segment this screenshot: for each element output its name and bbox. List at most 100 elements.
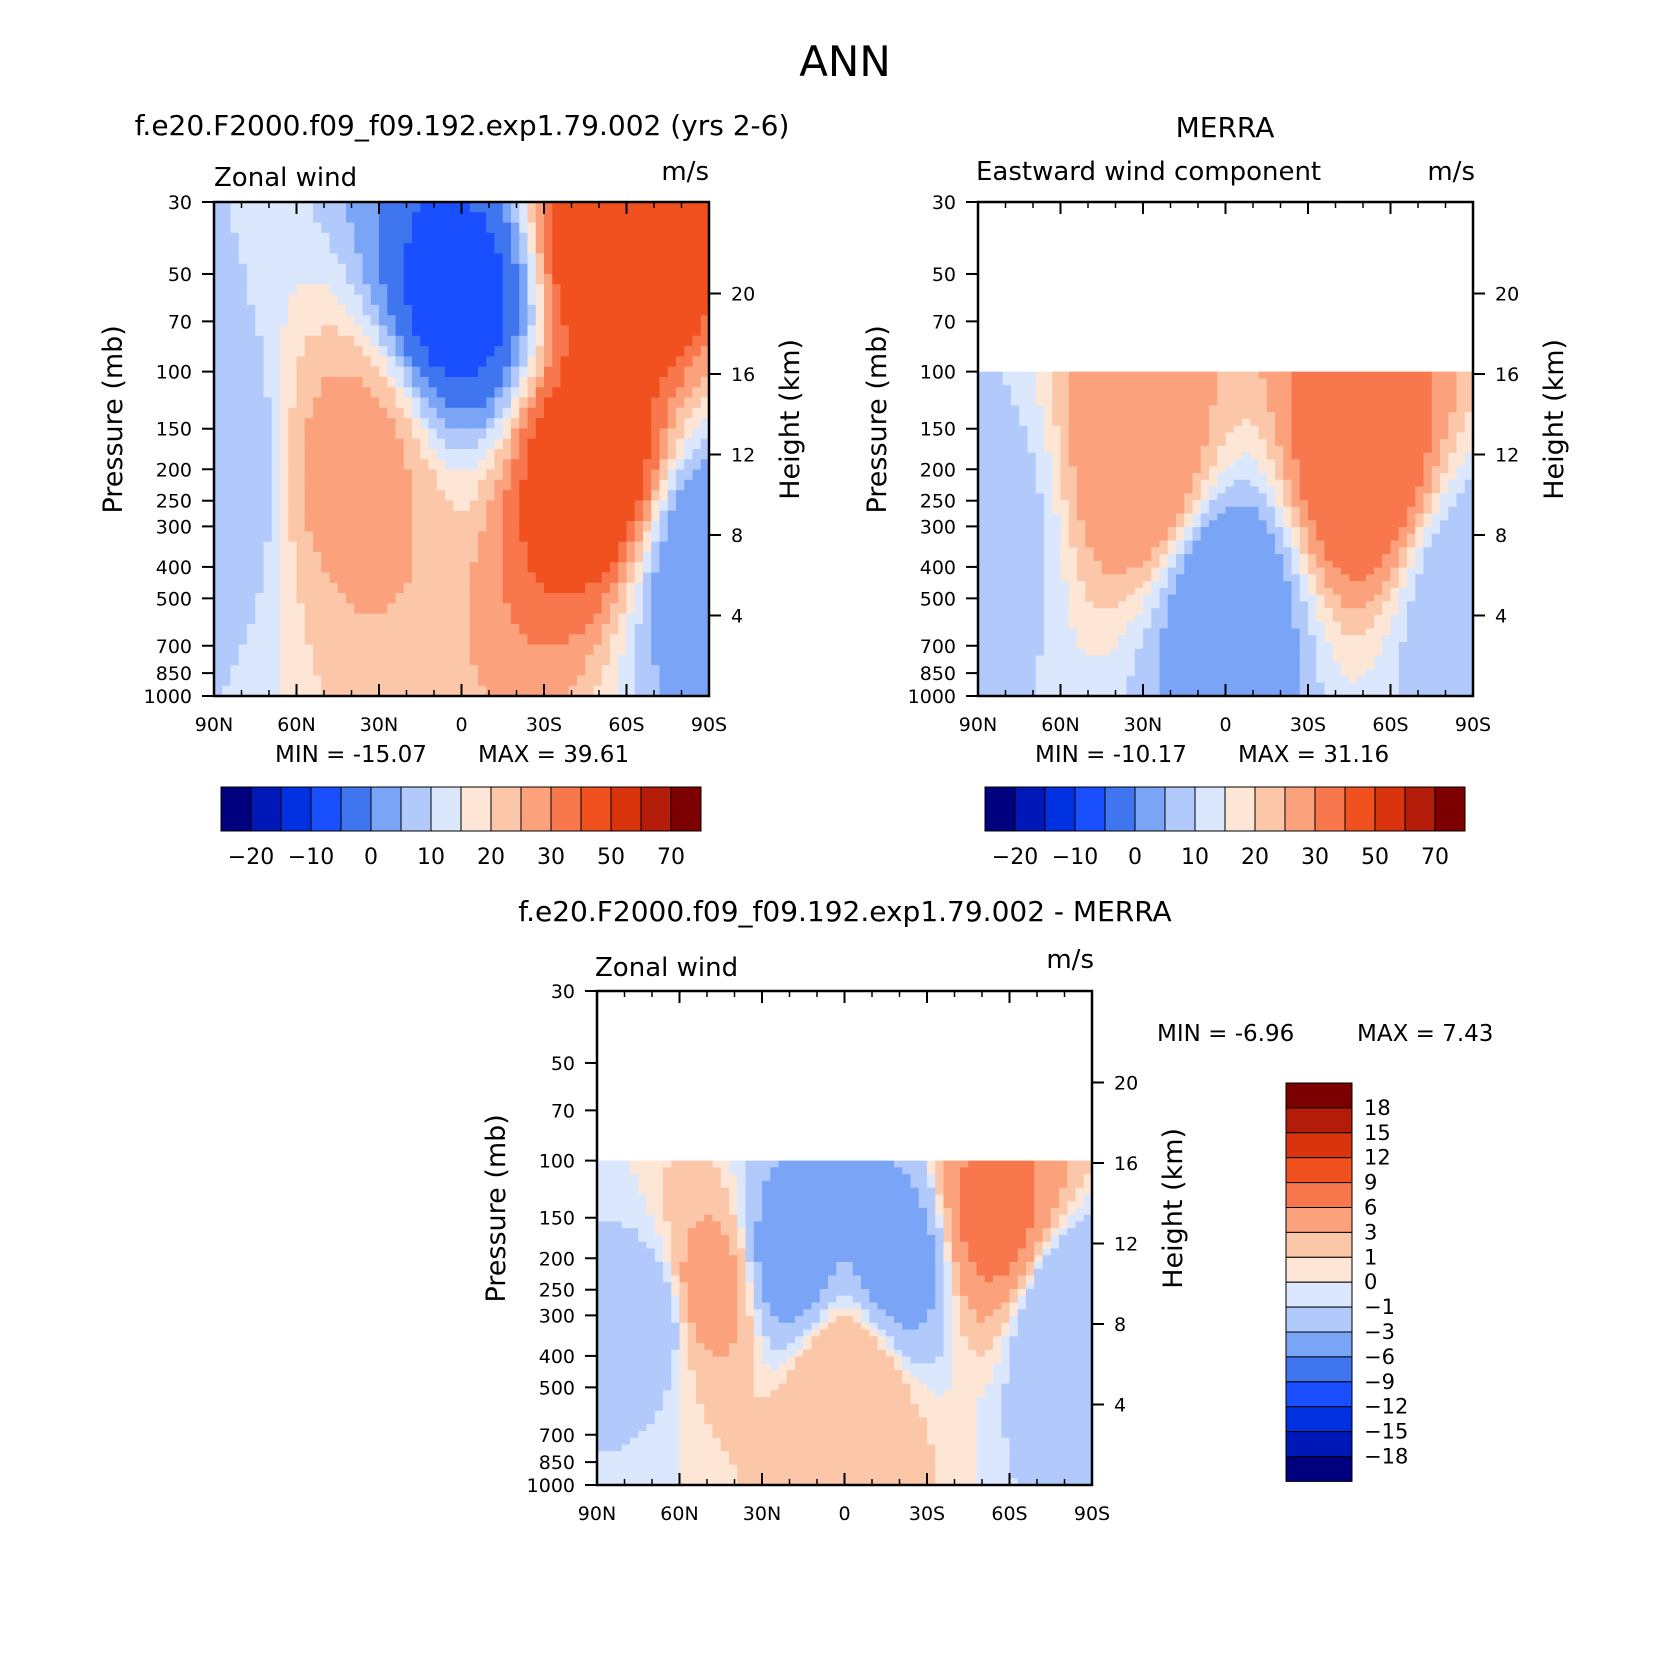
contour-cell — [478, 490, 487, 502]
contour-cell — [1192, 533, 1202, 542]
contour-cell — [313, 490, 322, 502]
contour-cell — [1192, 621, 1202, 630]
contour-cell — [1143, 520, 1152, 528]
contour-cell — [1134, 628, 1144, 636]
contour-cell — [403, 243, 413, 255]
contour-cell — [1233, 635, 1243, 643]
contour-cell — [1242, 621, 1251, 630]
contour-cell — [1134, 655, 1144, 663]
contour-cell — [1027, 662, 1037, 670]
contour-cell — [1019, 668, 1029, 677]
contour-cell — [329, 315, 339, 327]
contour-cell — [1052, 506, 1062, 515]
contour-cell — [469, 665, 479, 677]
contour-cell — [676, 376, 685, 388]
panel-model-contours — [214, 202, 709, 696]
contour-cell — [263, 263, 273, 275]
contour-cell — [1060, 540, 1070, 548]
contour-cell — [659, 315, 669, 327]
contour-cell — [1118, 540, 1128, 548]
contour-cell — [1275, 425, 1284, 434]
contour-cell — [643, 253, 652, 265]
contour-cell — [1225, 500, 1235, 508]
contour-cell — [222, 315, 232, 327]
contour-cell — [461, 582, 471, 594]
contour-cell — [230, 459, 240, 471]
contour-cell — [593, 407, 603, 419]
contour-cell — [1291, 567, 1301, 575]
contour-cell — [527, 479, 537, 491]
contour-cell — [692, 449, 702, 460]
contour-cell — [247, 582, 256, 594]
contour-cell — [1291, 648, 1301, 657]
contour-cell — [1118, 479, 1128, 488]
contour-cell — [1085, 587, 1095, 596]
contour-cell — [1101, 506, 1111, 515]
contour-cell — [387, 572, 397, 584]
contour-cell — [329, 685, 339, 696]
contour-cell — [535, 449, 545, 460]
contour-cell — [304, 253, 314, 265]
colorbar-swatch — [310, 786, 342, 832]
contour-cell — [304, 315, 314, 327]
contour-cell — [304, 582, 314, 594]
contour-cell — [568, 407, 578, 419]
contour-cell — [1011, 371, 1020, 379]
contour-cell — [214, 243, 223, 255]
contour-cell — [1019, 425, 1029, 434]
contour-cell — [403, 500, 413, 512]
contour-cell — [1200, 445, 1210, 454]
contour-cell — [544, 232, 553, 244]
contour-cell — [994, 581, 1004, 589]
contour-cell — [494, 582, 504, 594]
contour-cell — [263, 274, 273, 285]
contour-cell — [1110, 418, 1119, 427]
contour-cell — [436, 325, 446, 337]
contour-cell — [263, 603, 273, 615]
contour-cell — [379, 469, 388, 481]
contour-cell — [986, 594, 996, 602]
contour-cell — [1027, 493, 1037, 501]
contour-cell — [469, 274, 479, 285]
contour-cell — [370, 397, 380, 409]
contour-cell — [1118, 641, 1128, 650]
contour-cell — [1019, 641, 1029, 650]
contour-cell — [519, 263, 529, 275]
contour-cell — [994, 540, 1004, 548]
contour-cell — [354, 284, 364, 296]
contour-cell — [1299, 635, 1309, 643]
contour-cell — [1052, 371, 1062, 379]
contour-cell — [1093, 527, 1103, 535]
contour-cell — [1068, 648, 1078, 657]
contour-cell — [354, 376, 364, 388]
contour-cell — [1250, 385, 1260, 393]
contour-cell — [1060, 614, 1070, 623]
contour-cell — [544, 654, 553, 666]
contour-cell — [230, 562, 240, 574]
contour-cell — [420, 521, 430, 532]
contour-cell — [1209, 371, 1218, 379]
contour-cell — [552, 531, 562, 543]
contour-cell — [626, 665, 636, 677]
contour-cell — [1151, 391, 1161, 400]
contour-cell — [280, 490, 289, 502]
contour-cell — [585, 263, 595, 275]
pressure-tick-label: 250 — [156, 491, 192, 513]
contour-cell — [610, 572, 619, 584]
contour-cell — [1011, 486, 1020, 494]
contour-cell — [684, 202, 694, 213]
contour-cell — [1035, 412, 1045, 420]
contour-cell — [601, 366, 611, 378]
contour-cell — [238, 315, 248, 327]
contour-cell — [478, 346, 487, 357]
contour-cell — [585, 593, 595, 604]
contour-cell — [395, 572, 405, 584]
contour-cell — [238, 376, 248, 388]
contour-cell — [486, 593, 496, 604]
contour-cell — [535, 623, 545, 635]
contour-cell — [1192, 662, 1202, 670]
contour-cell — [445, 387, 454, 399]
contour-cell — [478, 665, 487, 677]
contour-cell — [994, 439, 1004, 447]
contour-cell — [230, 274, 240, 285]
